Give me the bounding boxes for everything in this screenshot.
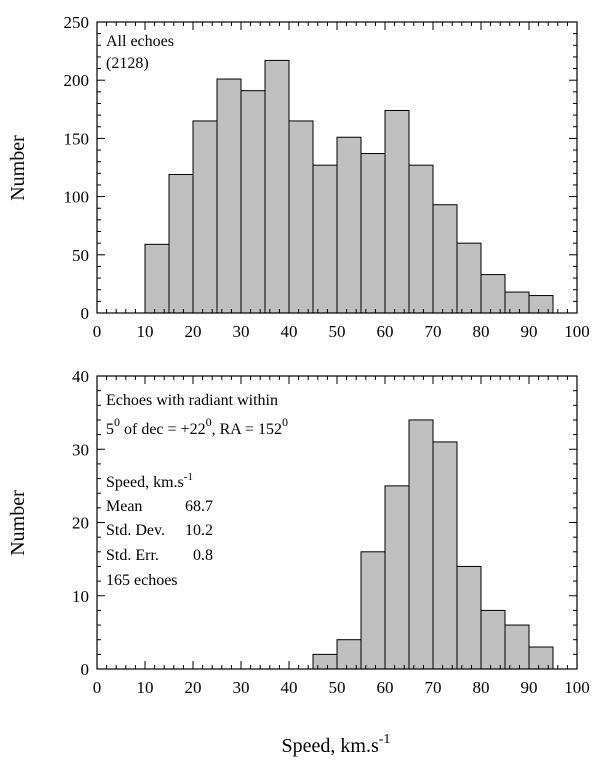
all-echoes-bar xyxy=(480,274,506,314)
all-echoes-y-tick-label: 100 xyxy=(64,188,90,207)
all-echoes-y-tick-label: 150 xyxy=(64,129,90,148)
radiant-echoes-x-tick-label: 100 xyxy=(564,678,590,697)
radiant-echoes-y-tick-label: 40 xyxy=(72,367,89,386)
all-echoes-bar xyxy=(528,295,554,314)
radiant-echoes-y-tick-label: 0 xyxy=(81,660,90,679)
all-echoes-bar xyxy=(264,59,290,314)
radiant-echoes-bar xyxy=(456,565,482,670)
radiant-echoes-x-tick-label: 90 xyxy=(521,678,538,697)
all-echoes-bar xyxy=(360,153,386,314)
mean-value: 68.7 xyxy=(185,498,213,515)
speed-xlabel-base: Speed, km.s xyxy=(282,735,379,757)
radiant-echoes-y-tick-label: 10 xyxy=(72,587,89,606)
radiant-echoes-x-tick-label: 0 xyxy=(93,678,102,697)
radiant-echoes-x-tick-label: 20 xyxy=(185,678,202,697)
all-echoes-x-tick-label: 0 xyxy=(93,322,102,341)
radiant-echoes-x-tick-label: 30 xyxy=(233,678,250,697)
radiant-echoes-x-tick-label: 50 xyxy=(329,678,346,697)
line2-sup-1: 0 xyxy=(114,415,120,429)
speed-units-label: Speed, km.s-1 xyxy=(106,471,193,491)
radiant-echoes-ticks xyxy=(96,375,578,670)
all-echoes-bar xyxy=(216,78,242,314)
line2-sup-3: 0 xyxy=(282,415,288,429)
std-dev-label: Std. Dev. xyxy=(106,522,165,539)
radiant-echoes-bar xyxy=(360,551,386,670)
radiant-echoes-bar xyxy=(384,485,410,670)
radiant-echoes-bar xyxy=(312,653,338,670)
all-echoes-tick-labels: 0 10 20 30 40 50 60 70 80 90 100 0 50 100 150 200 250 xyxy=(64,13,590,341)
all-echoes-bar xyxy=(504,291,530,314)
all-echoes-bar xyxy=(456,242,482,314)
std-err-value: 0.8 xyxy=(193,547,213,564)
radiant-echoes-bar xyxy=(504,624,530,670)
speed-units-sup: -1 xyxy=(184,471,193,483)
all-echoes-bar xyxy=(336,136,362,314)
all-echoes-bar xyxy=(240,90,266,314)
all-echoes-bars xyxy=(144,59,554,314)
all-echoes-annotation-line1: All echoes xyxy=(106,33,174,50)
radiant-echoes-x-tick-label: 80 xyxy=(473,678,490,697)
radiant-echoes-x-tick-label: 40 xyxy=(281,678,298,697)
mean-label: Mean xyxy=(106,498,142,515)
radiant-annotation-line1: Echoes with radiant within xyxy=(106,392,278,409)
radiant-annotation-line2: 50 of dec = +220, RA = 1520 xyxy=(106,415,288,438)
radiant-echoes-x-tick-label: 10 xyxy=(137,678,154,697)
all-echoes-bar xyxy=(144,243,170,314)
radiant-echoes-bar xyxy=(336,639,362,670)
speed-xlabel-sup: -1 xyxy=(379,732,391,747)
all-echoes-ticks xyxy=(96,21,578,314)
all-echoes-y-tick-label: 50 xyxy=(72,246,89,265)
radiant-echoes-x-tick-label: 60 xyxy=(377,678,394,697)
line2-part-b: of dec = +22 xyxy=(120,421,206,438)
all-echoes-x-tick-label: 30 xyxy=(233,322,250,341)
all-echoes-annotation-line2: (2128) xyxy=(106,55,149,72)
all-echoes-x-tick-label: 100 xyxy=(564,322,590,341)
all-echoes-bar xyxy=(192,120,218,314)
all-echoes-x-tick-label: 60 xyxy=(377,322,394,341)
radiant-echoes-bar xyxy=(408,419,434,670)
all-echoes-y-tick-label: 250 xyxy=(64,13,90,32)
line2-sup-2: 0 xyxy=(206,415,212,429)
all-echoes-x-tick-label: 20 xyxy=(185,322,202,341)
line2-part-c: , RA = 152 xyxy=(212,421,282,438)
all-echoes-x-tick-label: 80 xyxy=(473,322,490,341)
all-echoes-y-tick-label: 200 xyxy=(64,71,90,90)
all-echoes-bar xyxy=(312,164,338,314)
radiant-echoes-bar xyxy=(480,609,506,670)
std-dev-value: 10.2 xyxy=(185,522,213,539)
all-echoes-bar xyxy=(288,120,314,314)
all-echoes-bar xyxy=(432,204,458,314)
radiant-echoes-bars xyxy=(312,419,554,670)
radiant-echoes-y-tick-label: 30 xyxy=(72,440,89,459)
all-echoes-x-tick-label: 40 xyxy=(281,322,298,341)
radiant-echoes-x-tick-label: 70 xyxy=(425,678,442,697)
all-echoes-bar xyxy=(408,164,434,314)
all-echoes-x-tick-label: 90 xyxy=(521,322,538,341)
all-echoes-x-tick-label: 50 xyxy=(329,322,346,341)
all-echoes-ylabel: Number xyxy=(7,135,29,201)
all-echoes-x-tick-label: 10 xyxy=(137,322,154,341)
std-err-label: Std. Err. xyxy=(106,547,159,564)
radiant-echoes-y-tick-label: 20 xyxy=(72,514,89,533)
radiant-echoes-bar xyxy=(528,646,554,670)
all-echoes-x-tick-label: 70 xyxy=(425,322,442,341)
radiant-echoes-bar xyxy=(432,441,458,670)
speed-units-base: Speed, km.s xyxy=(106,474,184,491)
all-echoes-panel: 0 10 20 30 40 50 60 70 80 90 100 0 50 100 150 200 250 Nu… xyxy=(7,13,590,341)
line2-part-a: 5 xyxy=(106,421,114,438)
all-echoes-y-tick-label: 0 xyxy=(81,304,90,323)
all-echoes-bar xyxy=(384,109,410,314)
speed-xlabel: Speed, km.s-1 xyxy=(282,732,391,757)
echo-count: 165 echoes xyxy=(106,572,178,589)
radiant-echoes-ylabel: Number xyxy=(7,490,29,556)
all-echoes-bar xyxy=(168,173,194,314)
